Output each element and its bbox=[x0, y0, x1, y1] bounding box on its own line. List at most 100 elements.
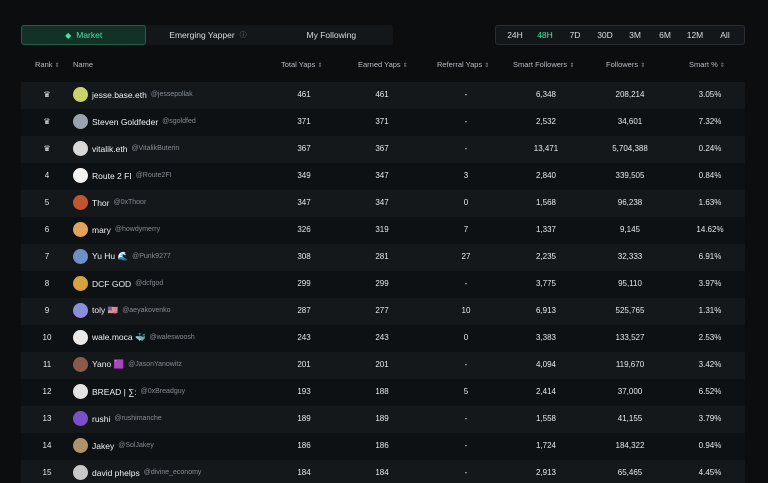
cell-earned: 371 bbox=[375, 117, 389, 126]
tab-emerging-yapper[interactable]: Emerging Yapper ⓘ bbox=[146, 25, 269, 45]
cell-smart: 2,414 bbox=[535, 387, 557, 396]
cell-referral: - bbox=[464, 279, 468, 288]
cell-smart: 3,383 bbox=[535, 333, 557, 342]
cell-pct: 0.84% bbox=[698, 171, 722, 180]
table-row[interactable]: 15 david phelps @divine_economy 184 184 - 2,91… bbox=[21, 460, 745, 483]
table-row[interactable]: 11 Yano 🟪 @JasonYanowitz 201 201 - 4,094 119,67… bbox=[21, 352, 745, 379]
time-filter-all[interactable]: All bbox=[720, 30, 730, 40]
table-row[interactable]: 13 rushi @rushimanche 189 189 - 1,558 41,155 3.7… bbox=[21, 406, 745, 433]
col-followers[interactable]: Followers ⇕ bbox=[606, 60, 646, 69]
cell-followers: 119,670 bbox=[615, 360, 645, 369]
user-cell[interactable]: rushi @rushimanche bbox=[73, 406, 162, 431]
user-cell[interactable]: Jakey @SolJakey bbox=[73, 433, 154, 458]
cell-pct: 3.42% bbox=[698, 360, 722, 369]
user-handle: @dcfgod bbox=[135, 280, 164, 287]
user-cell[interactable]: Yu Hu 🌊 @Punk9277 bbox=[73, 244, 171, 269]
col-smart-pct[interactable]: Smart % ⇕ bbox=[689, 60, 725, 69]
info-icon[interactable]: ⓘ bbox=[239, 32, 247, 39]
user-handle: @SolJakey bbox=[118, 442, 154, 449]
cell-followers: 133,527 bbox=[615, 333, 645, 342]
col-referral-yaps[interactable]: Referral Yaps ⇕ bbox=[437, 60, 490, 69]
table-row[interactable]: ♛ jesse.base.eth @jessepollak 461 461 - 6,348 2… bbox=[21, 82, 745, 109]
time-filter-24h[interactable]: 24H bbox=[507, 30, 523, 40]
display-name: Route 2 FI bbox=[92, 170, 132, 181]
cell-earned: 299 bbox=[375, 279, 389, 288]
user-cell[interactable]: BREAD | ∑: @0xBreadguy bbox=[73, 379, 185, 404]
user-cell[interactable]: Route 2 FI @Route2FI bbox=[73, 163, 172, 188]
time-filter-7d[interactable]: 7D bbox=[569, 30, 581, 40]
cell-followers: 32,333 bbox=[617, 252, 643, 261]
cell-smart: 13,471 bbox=[533, 144, 559, 153]
market-icon: ◆ bbox=[65, 30, 72, 40]
sort-icon: ⇕ bbox=[640, 63, 646, 69]
col-earned-yaps[interactable]: Earned Yaps ⇕ bbox=[358, 60, 408, 69]
cell-referral: 5 bbox=[463, 387, 469, 396]
table-row[interactable]: 7 Yu Hu 🌊 @Punk9277 308 281 27 2,235 32,333 6.91… bbox=[21, 244, 745, 271]
cell-followers: 525,765 bbox=[615, 306, 645, 315]
user-cell[interactable]: david phelps @divine_economy bbox=[73, 460, 201, 483]
table-row[interactable]: 8 DCF GOD @dcfgod 299 299 - 3,775 95,110 3.97% bbox=[21, 271, 745, 298]
time-filter-12m[interactable]: 12M bbox=[686, 30, 704, 40]
cell-smart: 6,348 bbox=[535, 90, 557, 99]
cell-total: 326 bbox=[297, 225, 311, 234]
time-filter-6m[interactable]: 6M bbox=[659, 30, 671, 40]
user-cell[interactable]: DCF GOD @dcfgod bbox=[73, 271, 163, 296]
cell-pct: 1.31% bbox=[698, 306, 722, 315]
avatar bbox=[73, 222, 88, 237]
avatar bbox=[73, 438, 88, 453]
cell-pct: 7.32% bbox=[698, 117, 722, 126]
col-rank[interactable]: Rank ⇕ bbox=[35, 60, 60, 69]
tab-market[interactable]: ◆ Market bbox=[21, 25, 147, 45]
table-row[interactable]: ♛ vitalik.eth @VitalikButerin 367 367 - 13,471… bbox=[21, 136, 745, 163]
user-cell[interactable]: Yano 🟪 @JasonYanowitz bbox=[73, 352, 182, 377]
cell-pct: 2.53% bbox=[698, 333, 722, 342]
cell-total: 287 bbox=[297, 306, 311, 315]
time-filter-48h[interactable]: 48H bbox=[537, 30, 553, 40]
table-row[interactable]: 6 mary @howdymerry 326 319 7 1,337 9,145 14.62% bbox=[21, 217, 745, 244]
user-cell[interactable]: Steven Goldfeder @sgoldfed bbox=[73, 109, 196, 134]
top-bar: ◆ Market Emerging Yapper ⓘ My Following 24H 4… bbox=[21, 25, 745, 45]
user-cell[interactable]: wale.moca 🐳 @waleswoosh bbox=[73, 325, 195, 350]
time-filter-3m[interactable]: 3M bbox=[629, 30, 641, 40]
user-cell[interactable]: toly 🇺🇸 @aeyakovenko bbox=[73, 298, 171, 323]
col-smart-followers[interactable]: Smart Followers ⇕ bbox=[513, 60, 575, 69]
table-row[interactable]: 9 toly 🇺🇸 @aeyakovenko 287 277 10 6,913 525,765… bbox=[21, 298, 745, 325]
user-handle: @aeyakovenko bbox=[122, 307, 171, 314]
table-row[interactable]: ♛ Steven Goldfeder @sgoldfed 371 371 - 2,532 34… bbox=[21, 109, 745, 136]
cell-referral: - bbox=[464, 360, 468, 369]
table-row[interactable]: 5 Thor @0xThoor 347 347 0 1,568 96,238 1.63% bbox=[21, 190, 745, 217]
user-cell[interactable]: vitalik.eth @VitalikButerin bbox=[73, 136, 179, 161]
user-cell[interactable]: jesse.base.eth @jessepollak bbox=[73, 82, 193, 107]
table-row[interactable]: 12 BREAD | ∑: @0xBreadguy 193 188 5 2,414 37,00… bbox=[21, 379, 745, 406]
user-cell[interactable]: mary @howdymerry bbox=[73, 217, 160, 242]
rank-number: 15 bbox=[42, 468, 52, 477]
cell-total: 349 bbox=[297, 171, 311, 180]
cell-earned: 281 bbox=[375, 252, 389, 261]
user-cell[interactable]: Thor @0xThoor bbox=[73, 190, 146, 215]
time-filter-30d[interactable]: 30D bbox=[597, 30, 613, 40]
user-handle: @Route2FI bbox=[135, 172, 172, 179]
avatar bbox=[73, 195, 88, 210]
cell-earned: 189 bbox=[375, 414, 389, 423]
cell-smart: 2,913 bbox=[535, 468, 557, 477]
col-total-yaps[interactable]: Total Yaps ⇕ bbox=[281, 60, 323, 69]
user-handle: @0xThoor bbox=[113, 199, 147, 206]
cell-pct: 3.79% bbox=[698, 414, 722, 423]
cell-earned: 184 bbox=[375, 468, 389, 477]
user-handle: @howdymerry bbox=[114, 226, 161, 233]
cell-pct: 4.45% bbox=[698, 468, 722, 477]
cell-smart: 1,568 bbox=[535, 198, 557, 207]
avatar bbox=[73, 330, 88, 345]
cell-pct: 3.97% bbox=[698, 279, 722, 288]
cell-smart: 1,724 bbox=[535, 441, 557, 450]
table-row[interactable]: 10 wale.moca 🐳 @waleswoosh 243 243 0 3,383 133,… bbox=[21, 325, 745, 352]
sort-icon: ⇕ bbox=[54, 63, 60, 69]
cell-total: 184 bbox=[297, 468, 311, 477]
tab-my-following[interactable]: My Following bbox=[270, 25, 393, 45]
sort-icon: ⇕ bbox=[569, 63, 575, 69]
cell-earned: 188 bbox=[375, 387, 389, 396]
cell-pct: 6.91% bbox=[698, 252, 722, 261]
table-row[interactable]: 14 Jakey @SolJakey 186 186 - 1,724 184,322 0.94% bbox=[21, 433, 745, 460]
cell-earned: 347 bbox=[375, 198, 389, 207]
table-row[interactable]: 4 Route 2 FI @Route2FI 349 347 3 2,840 339,505 0… bbox=[21, 163, 745, 190]
